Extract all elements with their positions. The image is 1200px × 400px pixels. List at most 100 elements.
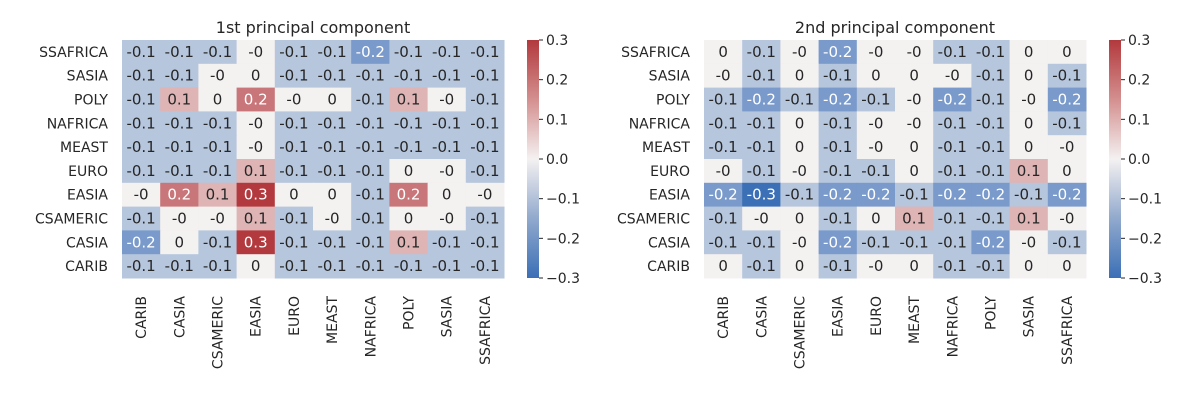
y-tick-label: MEAST <box>642 140 690 156</box>
heatmap-cell <box>427 40 467 65</box>
cell-value-label: -0 <box>907 114 922 132</box>
heatmap-cell <box>818 230 858 255</box>
heatmap-cell <box>1009 63 1049 89</box>
heatmap-cell <box>742 206 781 231</box>
heatmap-cell <box>1009 254 1049 279</box>
heatmap-cell <box>818 111 858 136</box>
cell-value-label: -0.1 <box>279 114 308 132</box>
cell-value-label: -0.2 <box>976 186 1005 204</box>
heatmap-cell <box>351 111 390 136</box>
heatmap-cell <box>818 254 858 279</box>
heatmap-cell <box>971 40 1011 65</box>
heatmap-cell <box>160 159 199 184</box>
cell-value-label: -0.1 <box>938 210 967 228</box>
heatmap-cell <box>389 111 429 136</box>
heatmap-cell <box>351 135 390 160</box>
heatmap-cell <box>856 40 896 65</box>
cell-value-label: 0 <box>1024 114 1034 132</box>
heatmap-cell <box>818 135 858 160</box>
heatmap-cell <box>122 135 161 160</box>
heatmap-cell <box>1009 111 1049 136</box>
heatmap-cell <box>933 111 972 136</box>
cell-value-label: -0.1 <box>126 43 155 61</box>
cell-value-label: -0 <box>439 210 454 228</box>
heatmap-cell <box>274 111 314 136</box>
cell-value-label: -0.1 <box>394 257 423 275</box>
heatmap-cell <box>1009 40 1049 65</box>
cell-value-label: -0.1 <box>432 67 461 85</box>
cell-value-label: -0.1 <box>976 67 1005 85</box>
colorbar-tick-label: −0.3 <box>546 271 580 287</box>
cell-value-label: -0.1 <box>747 43 776 61</box>
cell-value-label: -0.1 <box>317 114 346 132</box>
cell-value-label: 0 <box>213 91 223 109</box>
heatmap-cell <box>198 159 238 184</box>
cell-value-label: -0.1 <box>203 257 232 275</box>
chart-title: 2nd principal component <box>795 18 995 37</box>
cell-value-label: 0 <box>909 162 919 180</box>
x-tick-label: MEAST <box>325 296 341 344</box>
heatmap-cell <box>971 111 1011 136</box>
cell-value-label: -0.1 <box>279 67 308 85</box>
cell-value-label: -0.1 <box>203 138 232 156</box>
heatmap-cell <box>971 230 1011 255</box>
cell-value-label: 0 <box>1024 138 1034 156</box>
heatmap-cell <box>236 254 276 279</box>
heatmap-cell <box>313 206 352 231</box>
cell-value-label: 0 <box>289 186 299 204</box>
cell-value-label: -0.1 <box>165 138 194 156</box>
cell-value-label: -0.1 <box>356 138 385 156</box>
heatmap-cell <box>198 254 238 279</box>
heatmap-panels: 1st principal component -0.1 -0.1 -0.1 -0 -0.… <box>35 18 1162 369</box>
cell-value-label: -0.1 <box>1014 186 1043 204</box>
cell-value-label: -0.1 <box>938 138 967 156</box>
x-tick-label: EASIA <box>831 296 847 337</box>
cell-value-label: -0.1 <box>356 233 385 251</box>
heatmap-cell <box>704 182 743 208</box>
cell-value-label: -0.2 <box>976 233 1005 251</box>
cell-value-label: -0.1 <box>938 43 967 61</box>
cell-value-label: 0 <box>327 91 337 109</box>
heatmap-cell <box>198 230 238 255</box>
y-tick-label: EASIA <box>67 188 108 204</box>
cell-value-label: -0 <box>1059 138 1074 156</box>
cell-value-label: -0.1 <box>203 43 232 61</box>
heatmap-cell <box>780 230 820 255</box>
cell-value-label: -0.1 <box>823 210 852 228</box>
heatmap-cell <box>971 159 1011 184</box>
heatmap-cell <box>160 206 199 231</box>
cell-value-label: 0.3 <box>244 233 268 251</box>
cell-value-label: -0.1 <box>394 67 423 85</box>
cell-value-label: -0.1 <box>279 210 308 228</box>
cell-value-label: -0.1 <box>126 67 155 85</box>
colorbar-tick-label: −0.2 <box>1128 231 1162 247</box>
heatmap-cell <box>313 63 352 89</box>
y-tick-label: EURO <box>68 164 108 180</box>
x-tick-label: SASIA <box>440 296 456 338</box>
y-tick-label: EURO <box>650 164 690 180</box>
heatmap-cell <box>465 63 505 89</box>
cell-value-label: 0 <box>175 233 185 251</box>
heatmap-cell <box>122 206 161 231</box>
cell-value-label: -0.1 <box>470 162 499 180</box>
heatmap-cell <box>198 182 238 208</box>
heatmap-cell <box>274 254 314 279</box>
heatmap-cell <box>1047 206 1087 231</box>
heatmap-cell <box>933 230 972 255</box>
cell-value-label: -0.1 <box>432 43 461 61</box>
heatmap-cell <box>818 182 858 208</box>
heatmap-cell <box>933 63 972 89</box>
heatmap-cell <box>313 40 352 65</box>
x-tick-label: CARIB <box>134 296 150 339</box>
cell-value-label: -0.1 <box>708 138 737 156</box>
cell-value-label: -0.1 <box>126 257 155 275</box>
heatmap-cell <box>818 63 858 89</box>
x-tick-label: POLY <box>402 296 418 330</box>
cell-value-label: -0.1 <box>203 233 232 251</box>
heatmap-cell <box>351 254 390 279</box>
y-tick-label: CASIA <box>66 235 108 251</box>
heatmap-panel-1: 1st principal component -0.1 -0.1 -0.1 -0 -0.… <box>35 18 580 369</box>
cell-value-label: 0 <box>251 257 261 275</box>
y-tick-label: POLY <box>656 93 690 109</box>
cell-value-label: -0.2 <box>823 43 852 61</box>
